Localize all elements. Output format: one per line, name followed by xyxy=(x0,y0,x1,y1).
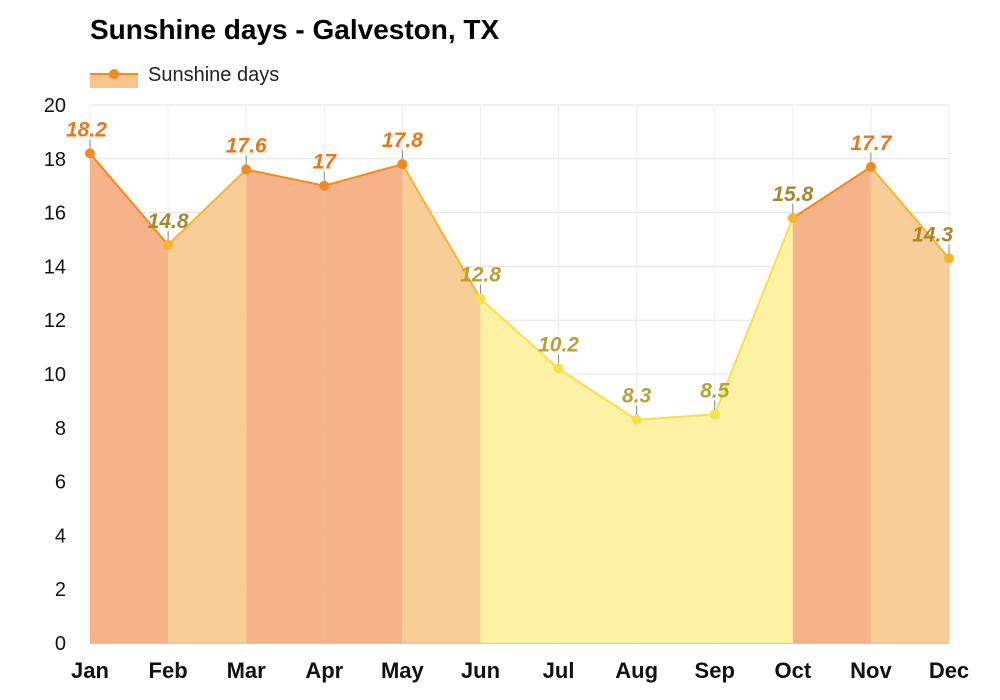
x-tick-label-Feb: Feb xyxy=(149,658,188,683)
data-label-Jun: 12.8 xyxy=(460,264,501,287)
y-tick-label-2: 2 xyxy=(55,579,66,601)
y-tick-label-16: 16 xyxy=(44,203,66,225)
y-tick-label-20: 20 xyxy=(44,95,66,117)
area-segment-Jan xyxy=(90,153,169,644)
x-tick-label-Apr: Apr xyxy=(305,658,343,683)
area-segment-Nov xyxy=(870,166,949,643)
x-tick-label-Jul: Jul xyxy=(543,658,575,683)
y-tick-label-0: 0 xyxy=(55,633,66,655)
line-segment-Apr xyxy=(324,163,403,187)
data-label-Apr: 17 xyxy=(313,151,338,174)
data-label-Jul: 10.2 xyxy=(538,334,579,357)
area-segment-May xyxy=(402,164,481,643)
data-points xyxy=(85,148,954,425)
x-tick-label-Jan: Jan xyxy=(71,658,109,683)
x-tick-label-Dec: Dec xyxy=(929,658,969,683)
area-segment-Aug xyxy=(636,414,715,643)
data-label-Mar: 17.6 xyxy=(226,135,267,158)
point-Jan[interactable] xyxy=(85,148,95,159)
legend-label-sunshine-days: Sunshine days xyxy=(148,63,280,86)
data-label-Oct: 15.8 xyxy=(772,183,813,206)
x-tick-label-Sep: Sep xyxy=(695,658,735,683)
y-tick-label-12: 12 xyxy=(44,310,66,332)
line-segment-Aug xyxy=(636,413,715,421)
y-tick-label-4: 4 xyxy=(55,525,66,547)
point-Mar[interactable] xyxy=(241,164,252,175)
data-label-Feb: 14.8 xyxy=(148,210,189,233)
x-tick-label-Aug: Aug xyxy=(615,658,658,683)
line-segment-Jun xyxy=(479,297,560,370)
y-axis-ticks: 0 2 4 6 8 10 12 14 16 18 20 xyxy=(44,95,66,655)
line-segment-Mar xyxy=(245,168,325,187)
legend[interactable]: Sunshine days xyxy=(90,62,279,88)
data-label-Sep: 8.5 xyxy=(700,379,730,402)
point-Jun[interactable] xyxy=(475,293,486,304)
area-segments xyxy=(90,153,949,644)
line-segment-Sep xyxy=(713,217,794,415)
line-segment-Nov xyxy=(870,166,950,259)
data-label-Jan: 18.2 xyxy=(66,118,107,141)
x-axis-ticks: Jan Feb Mar Apr May Jun Jul Aug Sep Oct Nov Dec xyxy=(71,658,969,683)
data-label-Aug: 8.3 xyxy=(622,385,652,408)
y-tick-label-6: 6 xyxy=(55,472,66,494)
point-Feb[interactable] xyxy=(163,239,174,250)
line-segment-May xyxy=(401,163,482,300)
data-label-Dec: 14.3 xyxy=(912,223,953,246)
label-leaders xyxy=(89,139,950,416)
point-Oct[interactable] xyxy=(787,212,798,223)
point-May[interactable] xyxy=(397,159,408,170)
x-tick-label-Jun: Jun xyxy=(461,658,500,683)
y-tick-label-14: 14 xyxy=(44,256,66,278)
x-tick-label-May: May xyxy=(381,658,425,683)
data-label-May: 17.8 xyxy=(382,129,423,152)
point-Sep[interactable] xyxy=(709,409,720,420)
area-segment-Feb xyxy=(168,169,247,643)
area-segment-Oct xyxy=(792,166,871,643)
point-Nov[interactable] xyxy=(865,161,876,172)
y-tick-label-8: 8 xyxy=(55,418,66,440)
line-segment-Jan xyxy=(89,152,169,246)
area-segment-Sep xyxy=(714,217,793,644)
data-labels: 18.2 14.8 17.6 17 17.8 12.8 10.2 8.3 8.5 15.8 17.7… xyxy=(66,118,953,407)
point-Aug[interactable] xyxy=(631,414,642,425)
point-Apr[interactable] xyxy=(319,180,330,191)
area-segment-Mar xyxy=(246,169,325,643)
area-segment-Jun xyxy=(480,298,559,643)
point-Dec[interactable] xyxy=(944,253,954,264)
area-segment-Jul xyxy=(558,368,637,643)
line-segment-Jul xyxy=(557,367,638,421)
point-Jul[interactable] xyxy=(553,363,564,374)
area-segment-Apr xyxy=(324,164,403,643)
series-line xyxy=(89,152,950,421)
line-segment-Oct xyxy=(792,166,872,219)
x-tick-label-Mar: Mar xyxy=(227,658,267,683)
line-segment-Feb xyxy=(167,168,247,246)
legend-swatch xyxy=(90,62,138,88)
data-label-Nov: 17.7 xyxy=(850,132,892,155)
x-tick-label-Nov: Nov xyxy=(850,658,892,683)
y-tick-label-10: 10 xyxy=(44,364,66,386)
y-tick-label-18: 18 xyxy=(44,149,66,171)
chart-title: Sunshine days - Galveston, TX xyxy=(90,14,500,45)
x-tick-label-Oct: Oct xyxy=(774,658,811,683)
